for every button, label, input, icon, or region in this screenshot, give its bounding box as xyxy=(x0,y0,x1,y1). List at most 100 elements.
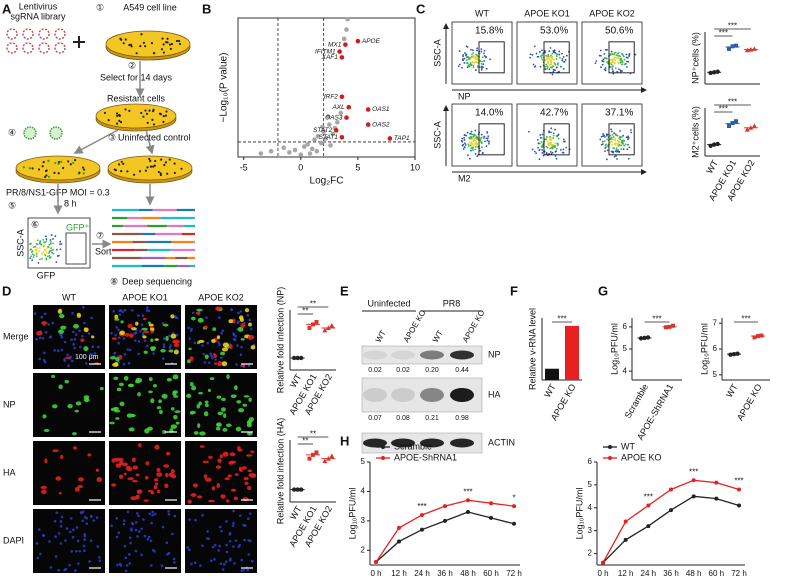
nucleus xyxy=(213,557,216,561)
flow-dot xyxy=(556,53,559,56)
flow-dot xyxy=(470,56,473,58)
flow-dot xyxy=(39,243,42,245)
nucleus xyxy=(246,568,250,572)
infected-cell xyxy=(187,499,192,504)
nucleus xyxy=(236,344,239,347)
micrograph xyxy=(33,509,105,573)
infected-cell xyxy=(150,346,157,350)
nucleus xyxy=(246,313,250,317)
cell xyxy=(178,42,182,46)
flow-dot xyxy=(624,62,627,65)
infected-cell xyxy=(224,477,230,481)
flow-dot xyxy=(549,141,552,144)
infected-cell xyxy=(162,430,167,434)
cell xyxy=(152,110,155,113)
series-point xyxy=(512,504,516,509)
infected-cell xyxy=(188,347,192,351)
library-label: sgRNA library xyxy=(10,11,66,21)
infected-cell xyxy=(244,481,249,485)
replicate xyxy=(727,46,731,51)
infected-cell xyxy=(198,339,205,343)
infected-cell xyxy=(243,476,249,481)
nucleus xyxy=(137,352,141,356)
flow-dot xyxy=(615,154,617,157)
series-point xyxy=(646,524,651,529)
infected-cell xyxy=(73,323,79,329)
flow-dot xyxy=(46,255,49,258)
x-tick-label: 0 xyxy=(298,162,303,172)
infected-cell xyxy=(118,354,123,360)
infected-cell xyxy=(197,423,201,429)
flow-dot xyxy=(605,48,608,51)
point xyxy=(268,148,274,154)
nucleus xyxy=(244,524,247,527)
nucleus xyxy=(220,331,223,335)
flow-dot xyxy=(471,49,474,52)
infected-cell xyxy=(142,335,147,339)
cell xyxy=(144,45,147,48)
nucleus xyxy=(128,562,132,565)
flow-dot xyxy=(554,51,557,54)
cell xyxy=(142,115,145,118)
cell xyxy=(153,52,156,55)
infected-cell xyxy=(203,474,208,479)
flow-dot xyxy=(466,56,469,58)
flow-dot xyxy=(486,139,489,142)
flow-dot xyxy=(42,239,45,241)
flow-dot xyxy=(612,58,615,61)
infected-cell xyxy=(130,496,137,501)
infected-cell xyxy=(211,338,216,344)
flow-dot xyxy=(613,147,616,150)
cell xyxy=(168,43,172,46)
infected-cell xyxy=(243,395,250,398)
infected-cell xyxy=(156,489,161,494)
flow-dot xyxy=(600,135,603,138)
flow-dot xyxy=(601,143,604,145)
point-label: MX1 xyxy=(328,41,342,48)
point-label: OAS2 xyxy=(372,121,390,128)
axis-label: SSC-A xyxy=(432,39,442,67)
infected-cell xyxy=(219,454,223,459)
flow-dot xyxy=(550,143,553,146)
nucleus xyxy=(89,539,93,542)
infected-cell xyxy=(190,493,197,497)
flow-dot xyxy=(57,254,60,257)
flow-dot xyxy=(39,258,41,261)
flow-dot xyxy=(620,136,623,138)
x-tick-label: 24 h xyxy=(641,569,657,578)
resistant-label: Resistant cells xyxy=(107,93,166,103)
infected-cell xyxy=(172,374,179,380)
infected-cell xyxy=(137,392,141,397)
panel-letter: H xyxy=(340,433,349,448)
x-tick-label: 0 h xyxy=(597,569,608,578)
replicate xyxy=(735,351,740,356)
flow-dot xyxy=(602,133,604,135)
flow-dot xyxy=(481,56,484,59)
infected-cell xyxy=(230,394,237,398)
infected-cell xyxy=(165,451,171,456)
flow-dot xyxy=(545,54,548,57)
flow-dot xyxy=(486,131,489,133)
flow-dot xyxy=(463,62,466,64)
infected-cell xyxy=(77,484,83,489)
nucleus xyxy=(84,362,88,365)
nucleus xyxy=(225,550,229,554)
infected-cell xyxy=(226,374,230,380)
nucleus xyxy=(221,329,225,332)
nucleus xyxy=(136,535,139,538)
flow-dot xyxy=(48,252,50,254)
flow-dot xyxy=(558,70,560,73)
flow-dot xyxy=(616,134,619,137)
point xyxy=(305,141,310,147)
nucleus xyxy=(82,544,86,548)
flow-dot xyxy=(604,147,607,149)
infected-cell xyxy=(248,473,253,477)
point xyxy=(344,27,349,32)
infected-cell xyxy=(217,361,222,366)
flow-dot xyxy=(45,238,48,241)
flow-dot xyxy=(485,67,488,70)
nucleus xyxy=(210,354,213,357)
nucleus xyxy=(35,542,39,545)
flow-dot xyxy=(623,58,626,61)
band xyxy=(391,388,415,402)
